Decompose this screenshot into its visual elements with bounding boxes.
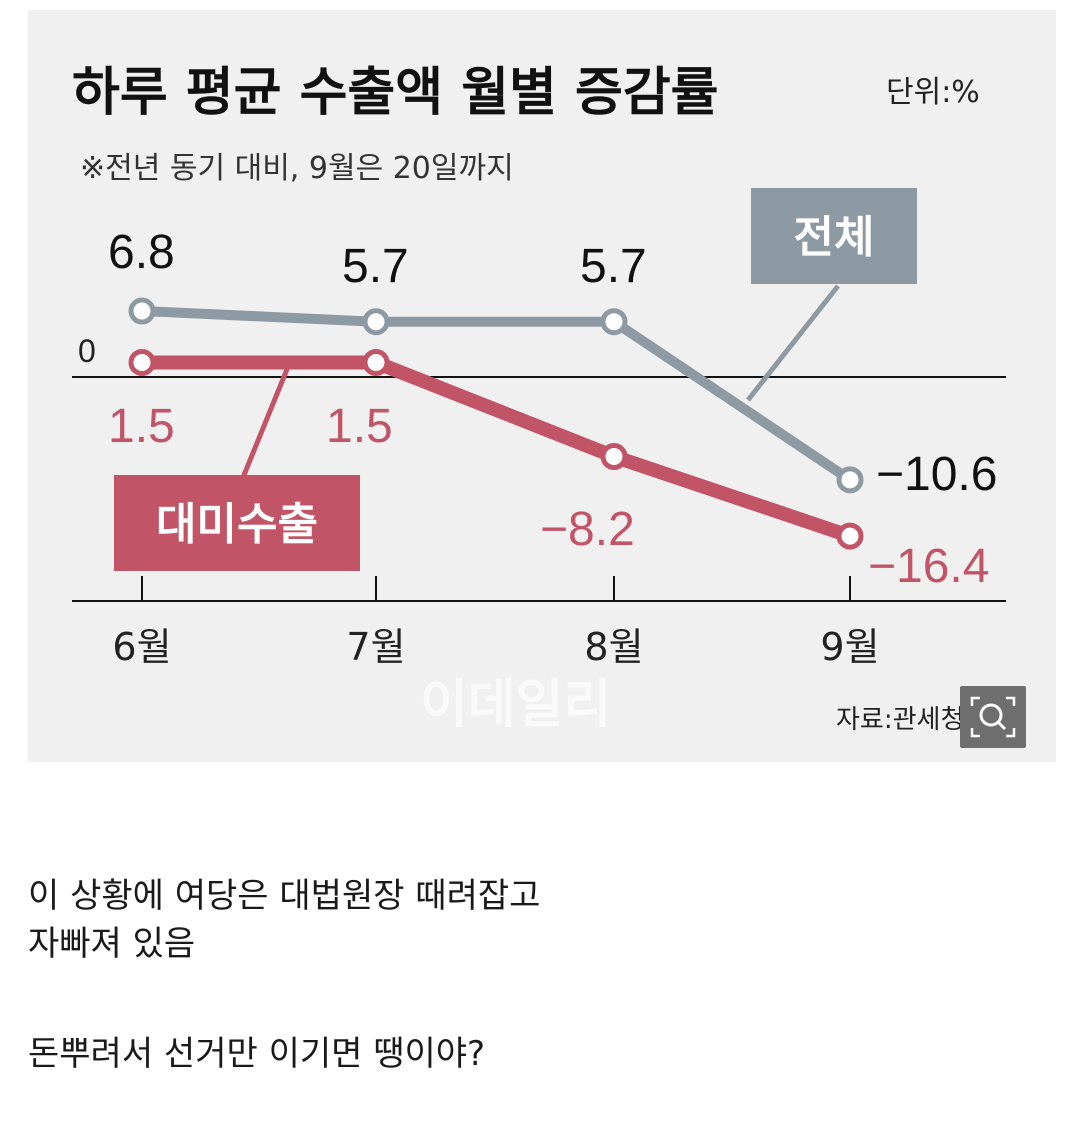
data-point [128, 297, 156, 325]
data-point [362, 348, 390, 376]
total-value-label: −10.6 [876, 448, 997, 501]
tag-total-label: 전체 [794, 212, 875, 263]
total-value-label: 5.7 [580, 240, 647, 293]
us-exports-value-label: 1.5 [108, 400, 175, 453]
tag-us-exports-label: 대미수출 [156, 499, 318, 550]
data-point [128, 348, 156, 376]
chart-unit: 단위:% [886, 75, 980, 110]
zero-label: 0 [78, 333, 96, 369]
series-us-exports [128, 348, 864, 550]
post-line-2: 자빠져 있음 [28, 924, 196, 964]
us-exports-value-label: −8.2 [540, 503, 635, 556]
us-exports-value-label: −16.4 [868, 540, 989, 593]
post-line-3: 돈뿌려서 선거만 이기면 땡이야? [28, 1034, 486, 1074]
data-point [836, 522, 864, 550]
magnifier-expand-icon [970, 696, 1016, 738]
post-body: 이 상황에 여당은 대법원장 때려잡고 자빠져 있음 돈뿌려서 선거만 이기면 … [28, 872, 1048, 1078]
x-tick-label: 6월 [112, 625, 171, 669]
watermark: 이데일리 [420, 675, 611, 735]
zoom-button[interactable] [960, 686, 1026, 748]
total-callout-line [746, 284, 840, 402]
chart-card[interactable]: 하루 평균 수출액 월별 증감률 단위:% ※전년 동기 대비, 9월은 20일… [28, 10, 1056, 762]
data-point [600, 443, 628, 471]
tag-us-exports: 대미수출 [114, 475, 360, 571]
x-axis-ticks: 6월 7월 8월 9월 [112, 576, 880, 669]
chart-svg: 하루 평균 수출액 월별 증감률 단위:% ※전년 동기 대비, 9월은 20일… [72, 63, 1006, 735]
tag-total: 전체 [751, 188, 917, 284]
total-value-label: 6.8 [108, 226, 175, 279]
chart-source: 자료:관세청 [836, 705, 964, 735]
x-tick-label: 8월 [584, 625, 643, 669]
data-point [836, 466, 864, 494]
series-total [128, 297, 864, 494]
series-line [142, 355, 853, 543]
us-exports-value-label: 1.5 [326, 400, 393, 453]
series-line [141, 306, 853, 484]
us-callout-line [239, 361, 293, 481]
post-line-1: 이 상황에 여당은 대법원장 때려잡고 [28, 876, 541, 916]
data-point [600, 308, 628, 336]
value-labels: 6.8 5.7 5.7 −10.6 1.5 1.5 −8.2 −16.4 [108, 226, 997, 593]
chart-subtitle: ※전년 동기 대비, 9월은 20일까지 [80, 151, 514, 186]
total-value-label: 5.7 [342, 240, 409, 293]
x-tick-label: 7월 [346, 625, 405, 669]
data-point [362, 308, 390, 336]
chart-title: 하루 평균 수출액 월별 증감률 [72, 63, 719, 123]
x-tick-label: 9월 [820, 625, 879, 669]
